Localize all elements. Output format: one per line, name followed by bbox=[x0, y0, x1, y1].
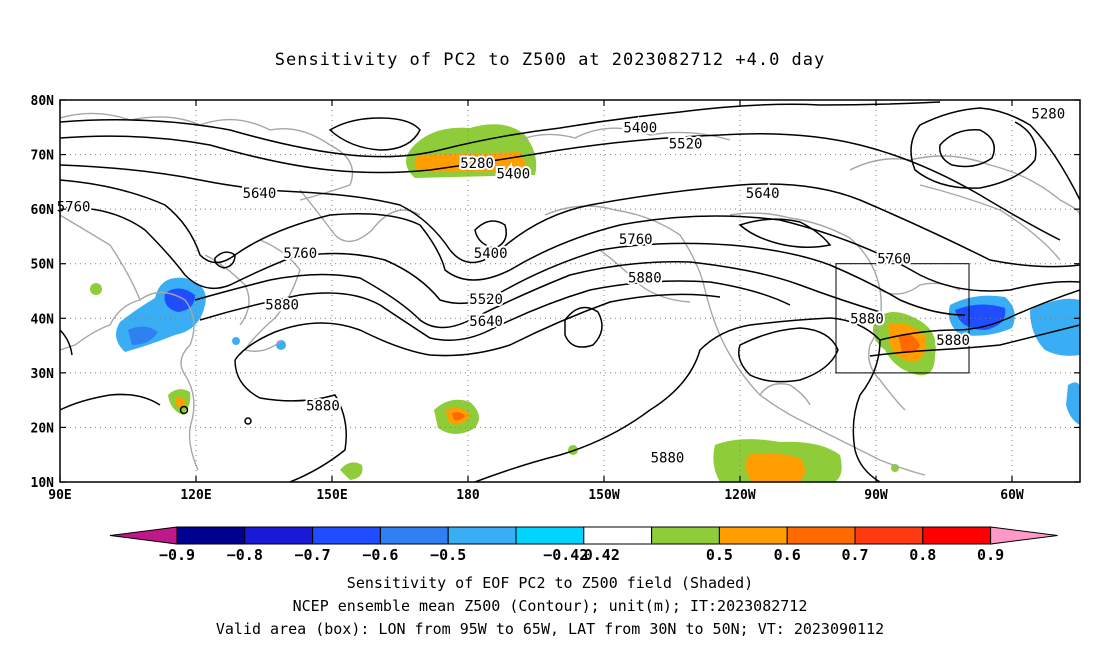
contour-label: 5520 bbox=[669, 137, 703, 153]
colorbar-swatch bbox=[447, 526, 517, 545]
colorbar-swatch bbox=[583, 526, 653, 545]
lon-tick-label: 90W bbox=[864, 488, 888, 503]
colorbar-label: −0.9 bbox=[159, 546, 195, 564]
lat-tick-label: 70N bbox=[31, 149, 55, 164]
sensitivity-shading bbox=[90, 124, 1080, 482]
lon-tick-label: 60W bbox=[1000, 488, 1024, 503]
colorbar-label: 0.5 bbox=[706, 546, 733, 564]
colorbar-label: −0.7 bbox=[295, 546, 331, 564]
lon-tick-label: 90E bbox=[48, 488, 71, 503]
colorbar-swatch bbox=[312, 526, 381, 545]
lon-tick-label: 120E bbox=[180, 488, 211, 503]
colorbar-label: 0.42 bbox=[584, 546, 620, 564]
colorbar-swatch bbox=[176, 526, 246, 545]
lat-tick-label: 80N bbox=[31, 94, 55, 109]
longitude-axis: 90E 120E 150E 180 150W 120W 90W 60W bbox=[48, 100, 1024, 503]
z500-contours bbox=[60, 101, 1080, 482]
caption-contour: NCEP ensemble mean Z500 (Contour); unit(… bbox=[292, 597, 808, 615]
contour-label: 5280 bbox=[1031, 107, 1065, 123]
colorbar-label: 0.8 bbox=[909, 546, 936, 564]
colorbar-label: −0.5 bbox=[430, 546, 466, 564]
map-title: Sensitivity of PC2 to Z500 at 2023082712… bbox=[274, 50, 826, 70]
contour-label: 5400 bbox=[496, 167, 530, 183]
lat-tick-label: 60N bbox=[31, 203, 55, 218]
contour-label: 5520 bbox=[469, 292, 503, 308]
lat-tick-label: 30N bbox=[31, 367, 55, 382]
lat-tick-label: 20N bbox=[31, 421, 55, 436]
contour-label: 5880 bbox=[628, 270, 662, 286]
lat-tick-label: 50N bbox=[31, 258, 55, 273]
contour-label: 5880 bbox=[936, 333, 970, 349]
contour-label: 5760 bbox=[283, 246, 317, 262]
caption-shaded: Sensitivity of EOF PC2 to Z500 field (Sh… bbox=[346, 574, 754, 592]
contour-label: 5640 bbox=[746, 186, 780, 202]
shade-arctic-orange bbox=[414, 152, 525, 172]
colorbar-label: 0.7 bbox=[841, 546, 868, 564]
contour-label: 5760 bbox=[57, 199, 91, 215]
contour-label: 5640 bbox=[243, 186, 277, 202]
colorbar-swatch bbox=[922, 526, 992, 545]
lon-tick-label: 150E bbox=[316, 488, 347, 503]
lat-tick-label: 10N bbox=[31, 476, 55, 491]
latitude-axis: 80N 70N 60N 50N 40N 30N 20N 10N bbox=[31, 94, 1080, 491]
contour-label: 5880 bbox=[306, 399, 340, 415]
colorbar-label: 0.6 bbox=[774, 546, 801, 564]
contour-label: 5400 bbox=[623, 120, 657, 136]
contour-label: 5880 bbox=[265, 298, 299, 314]
colorbar-swatch bbox=[718, 526, 788, 545]
contour-label: 5760 bbox=[877, 251, 911, 267]
colorbar-label: −0.42 bbox=[543, 546, 588, 564]
colorbar-high-arrow bbox=[990, 526, 1058, 545]
lon-tick-label: 180 bbox=[456, 488, 480, 503]
contour-label: 5760 bbox=[619, 232, 653, 248]
contour-labels: 5280528054005400552056405640576057605760… bbox=[55, 105, 1067, 469]
colorbar-label: −0.6 bbox=[362, 546, 398, 564]
lon-tick-label: 150W bbox=[588, 488, 619, 503]
map-frame bbox=[59, 99, 1081, 483]
colorbar-swatch bbox=[515, 526, 585, 545]
contour-label: 5640 bbox=[469, 314, 503, 330]
colorbar-swatch bbox=[244, 526, 314, 545]
colorbar-swatch bbox=[854, 526, 924, 545]
colorbar-swatch bbox=[379, 526, 449, 545]
colorbar-swatch bbox=[651, 526, 720, 545]
colorbar: −0.9 −0.8 −0.7 −0.6 −0.5 −0.420.42 0.5 0.6 0.7 0.… bbox=[109, 526, 1058, 564]
contour-label: 5880 bbox=[651, 450, 685, 466]
contour-label: 5280 bbox=[460, 156, 494, 172]
colorbar-label: 0.9 bbox=[977, 546, 1004, 564]
grid bbox=[60, 100, 1080, 482]
valid-area-box bbox=[835, 263, 970, 374]
lon-tick-label: 120W bbox=[724, 488, 755, 503]
caption-valid-area: Valid area (box): LON from 95W to 65W, L… bbox=[215, 620, 885, 638]
contour-label: 5400 bbox=[474, 246, 508, 262]
colorbar-label: −0.8 bbox=[227, 546, 263, 564]
colorbar-low-arrow bbox=[109, 526, 178, 545]
colorbar-swatch bbox=[786, 526, 856, 545]
contour-label: 5880 bbox=[850, 311, 884, 327]
lat-tick-label: 40N bbox=[31, 312, 55, 327]
